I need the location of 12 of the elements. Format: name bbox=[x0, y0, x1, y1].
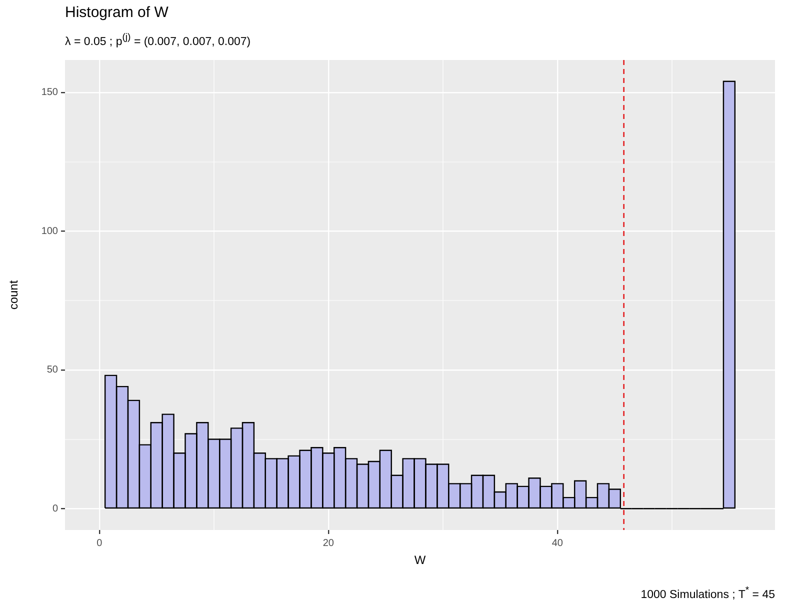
chart-title: Histogram of W bbox=[65, 4, 168, 21]
x-tick-label: 0 bbox=[96, 538, 103, 549]
text: 1000 Simulations ; T$^{*}$ = 45 bbox=[640, 585, 775, 601]
x-tick-label: 20 bbox=[322, 538, 334, 549]
y-tick-label: 150 bbox=[41, 87, 58, 98]
x-tick-label: 40 bbox=[552, 538, 564, 549]
x-axis-title: W bbox=[414, 553, 426, 568]
y-axis-title: count bbox=[6, 280, 21, 310]
chart-subtitle: λ = 0.05 ; p$^{(j)}$ = (0.007, 0.007, 0.007) bbox=[65, 32, 251, 48]
y-tick-label: 100 bbox=[41, 226, 58, 237]
y-tick-label: 0 bbox=[52, 503, 58, 514]
y-tick-label: 50 bbox=[46, 364, 58, 376]
